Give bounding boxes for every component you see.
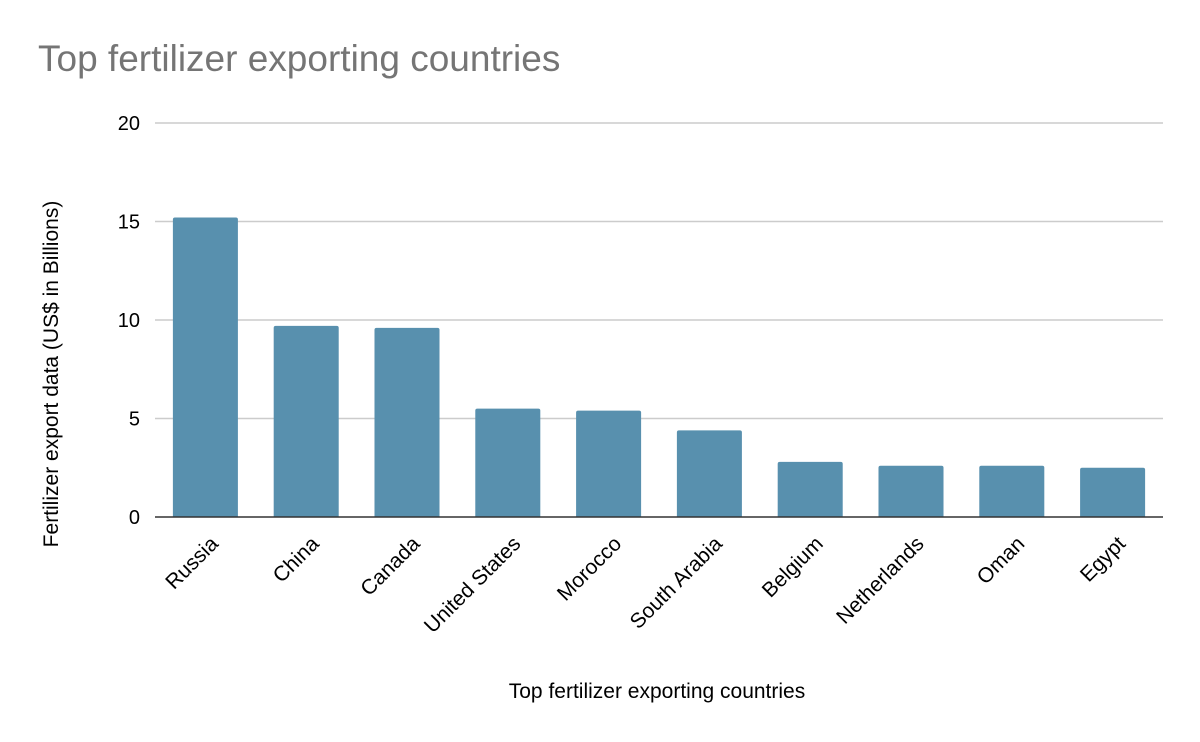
bar-egypt	[1080, 467, 1146, 517]
x-tick-label: Belgium	[758, 532, 828, 602]
y-tick-label: 0	[129, 507, 140, 529]
x-tick-label: Egypt	[1076, 532, 1130, 586]
bar-netherlands	[878, 465, 944, 517]
chart-title: Top fertilizer exporting countries	[38, 38, 561, 79]
x-tick-label: Russia	[161, 532, 223, 594]
x-axis-label: Top fertilizer exporting countries	[509, 680, 805, 703]
bar-oman	[979, 465, 1045, 517]
y-axis-ticks: 0 5 10 15 20	[118, 113, 140, 529]
x-tick-label: Canada	[356, 532, 425, 601]
x-tick-label: South Arabia	[626, 532, 728, 634]
y-axis-label: Fertilizer export data (US$ in Billions)	[40, 201, 63, 548]
x-tick-label: Oman	[973, 532, 1030, 589]
y-tick-label: 15	[118, 212, 140, 234]
bars	[172, 217, 1146, 517]
x-tick-label: Netherlands	[832, 532, 928, 628]
bar-china	[273, 325, 339, 517]
y-tick-label: 10	[118, 310, 140, 332]
bar-united-states	[475, 408, 541, 517]
bar-south-arabia	[676, 430, 742, 517]
x-tick-label: Morocco	[553, 532, 626, 605]
bar-canada	[374, 327, 440, 517]
bar-belgium	[777, 461, 843, 517]
y-tick-label: 5	[129, 409, 140, 431]
y-tick-label: 20	[118, 113, 140, 135]
bar-russia	[172, 217, 238, 517]
bar-morocco	[576, 410, 642, 517]
x-tick-label: United States	[420, 532, 525, 637]
x-tick-label: China	[269, 532, 324, 587]
